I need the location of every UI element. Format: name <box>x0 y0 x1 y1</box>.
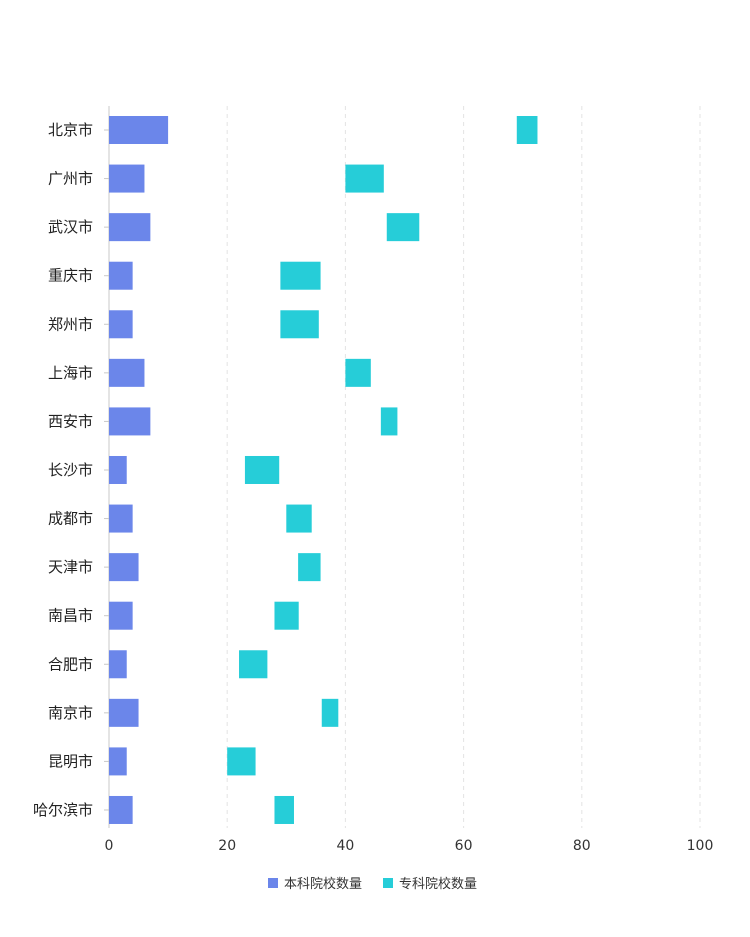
bar-vocational-2[interactable] <box>386 213 420 242</box>
x-tick-label: 100 <box>687 838 714 854</box>
category-label: 北京市 <box>48 121 93 139</box>
category-label: 上海市 <box>48 364 93 382</box>
bar-vocational-9[interactable] <box>298 553 321 582</box>
bar-vocational-4[interactable] <box>280 310 319 339</box>
bar-bachelor-9[interactable] <box>109 553 139 582</box>
category-label: 长沙市 <box>48 461 93 479</box>
bar-vocational-14[interactable] <box>274 795 294 824</box>
category-label: 哈尔滨市 <box>33 801 93 819</box>
bar-vocational-12[interactable] <box>321 698 339 727</box>
bar-bachelor-11[interactable] <box>109 650 127 679</box>
bar-vocational-6[interactable] <box>380 407 398 436</box>
bar-bachelor-6[interactable] <box>109 407 151 436</box>
category-label: 南昌市 <box>48 607 93 625</box>
bar-bachelor-7[interactable] <box>109 455 127 484</box>
bar-bachelor-5[interactable] <box>109 358 145 387</box>
x-tick-label: 0 <box>105 838 114 854</box>
bar-vocational-11[interactable] <box>239 650 268 679</box>
legend-label-1[interactable]: 专科院校数量 <box>399 876 477 892</box>
bar-bachelor-14[interactable] <box>109 795 133 824</box>
category-label: 广州市 <box>48 170 93 188</box>
category-label: 武汉市 <box>48 218 93 236</box>
bar-vocational-8[interactable] <box>286 504 312 533</box>
category-label: 昆明市 <box>48 752 93 770</box>
category-label: 西安市 <box>48 412 93 430</box>
category-label: 成都市 <box>48 510 93 528</box>
bar-vocational-0[interactable] <box>516 116 538 144</box>
bar-bachelor-8[interactable] <box>109 504 133 533</box>
bar-vocational-13[interactable] <box>227 747 256 776</box>
bar-bachelor-0[interactable] <box>109 116 169 144</box>
bar-bachelor-12[interactable] <box>109 698 139 727</box>
x-tick-label: 60 <box>455 838 473 854</box>
x-tick-label: 20 <box>218 838 236 854</box>
bar-bachelor-3[interactable] <box>109 261 133 290</box>
bar-vocational-10[interactable] <box>274 601 299 630</box>
bar-vocational-7[interactable] <box>244 455 280 484</box>
category-label: 重庆市 <box>48 267 93 285</box>
bar-vocational-1[interactable] <box>345 164 384 193</box>
bar-vocational-5[interactable] <box>345 358 371 387</box>
bar-bachelor-2[interactable] <box>109 213 151 242</box>
x-tick-label: 80 <box>573 838 591 854</box>
category-label: 郑州市 <box>48 315 93 333</box>
category-label: 合肥市 <box>48 655 93 673</box>
legend-label-0[interactable]: 本科院校数量 <box>284 876 362 892</box>
legend-swatch-0 <box>268 878 278 888</box>
bar-vocational-3[interactable] <box>280 261 321 290</box>
bar-bachelor-13[interactable] <box>109 747 127 776</box>
category-label: 天津市 <box>48 558 93 576</box>
bar-bachelor-10[interactable] <box>109 601 133 630</box>
bar-bachelor-1[interactable] <box>109 164 145 193</box>
x-tick-label: 40 <box>336 838 354 854</box>
category-label: 南京市 <box>48 704 93 722</box>
bar-bachelor-4[interactable] <box>109 310 133 339</box>
legend-swatch-1 <box>383 878 393 888</box>
